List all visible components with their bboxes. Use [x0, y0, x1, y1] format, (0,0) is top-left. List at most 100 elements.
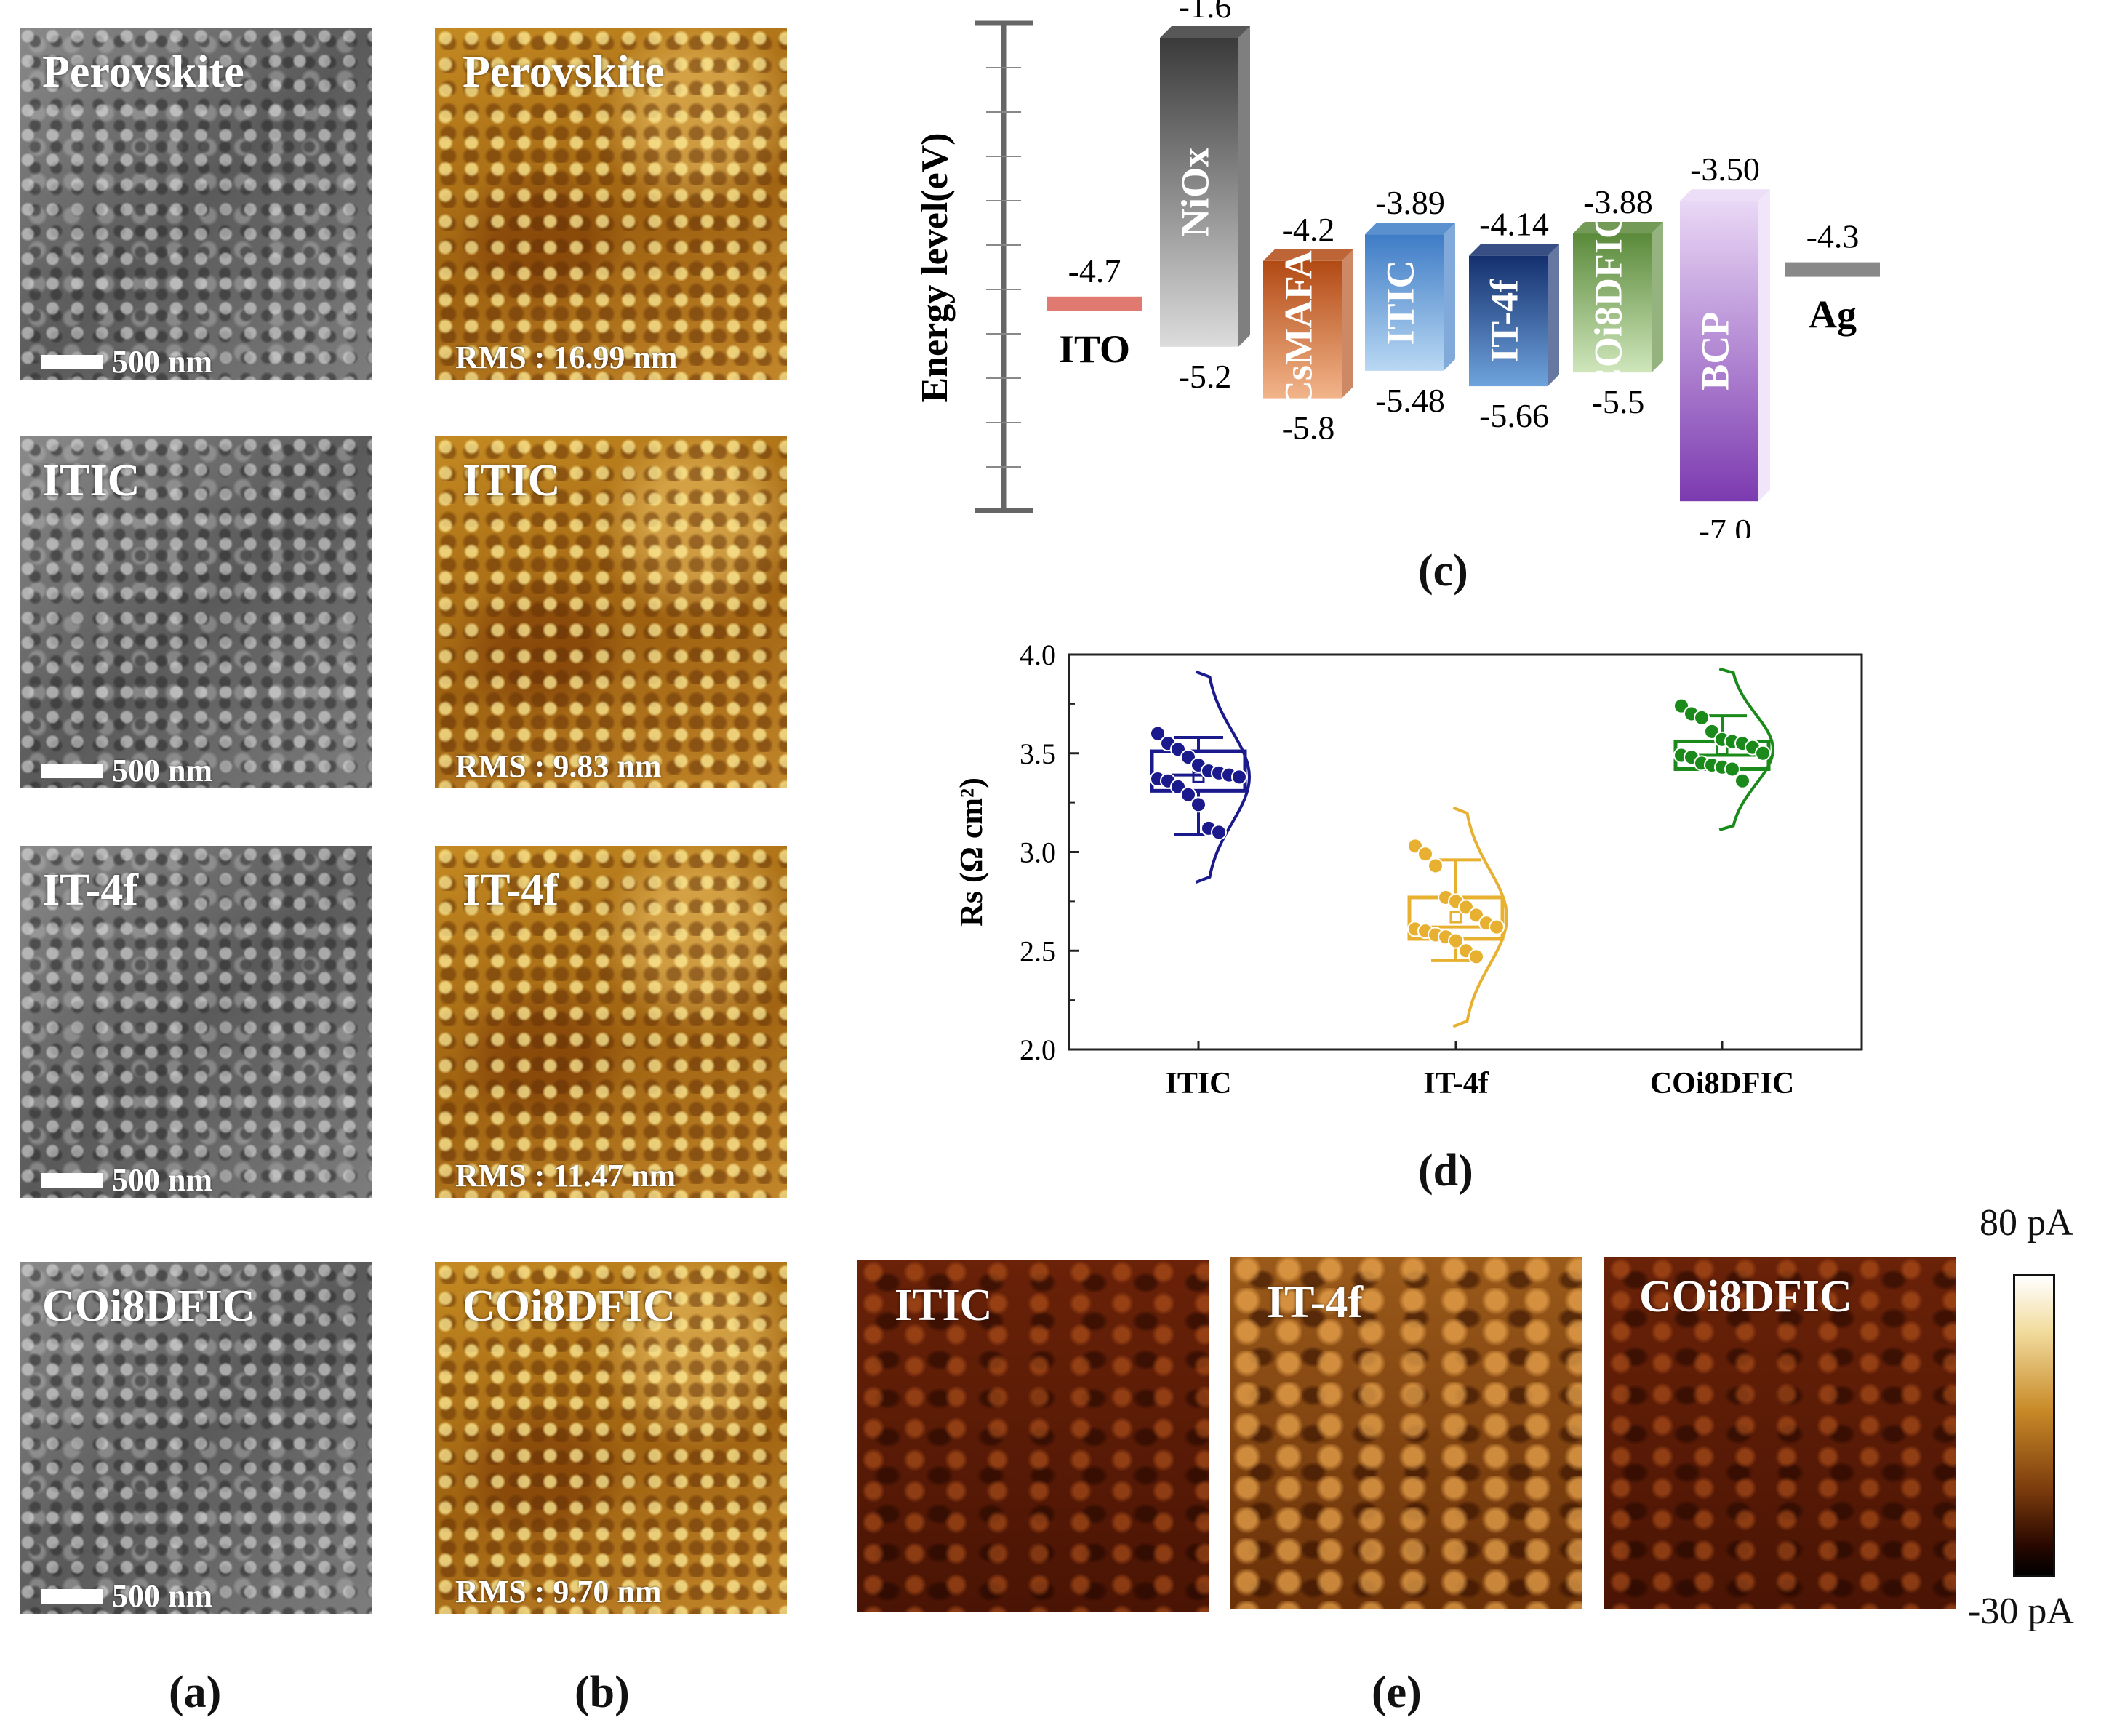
sem-label: COi8DFIC — [42, 1281, 255, 1331]
colorbar — [2013, 1274, 2055, 1577]
cafm-label: IT-4f — [1267, 1278, 1364, 1327]
layer-bar-top — [1680, 189, 1770, 201]
cafm-label: COi8DFIC — [1639, 1272, 1852, 1321]
layer-bar-side — [1758, 189, 1770, 502]
data-point — [1489, 919, 1505, 935]
energy-level-chart: Energy level(eV) -4.7 ITO -4.3 Ag NiOx -1.6 -5… — [914, 0, 1880, 538]
layer-bottom-level-label: -7.0 — [1699, 512, 1752, 538]
layer-name-label: NiOx — [1173, 148, 1217, 237]
data-point — [1231, 769, 1247, 785]
x-tick-label: ITIC — [1165, 1067, 1231, 1100]
rs-boxplot-chart: 2.0 2.5 3.0 3.5 4.0 Rs (Ω cm²) ITIC IT-4f COi8DF… — [953, 639, 1863, 1100]
sem-image-it4f: IT-4f 500 nm — [20, 846, 372, 1198]
sem-image-perovskite: Perovskite 500 nm — [20, 28, 372, 380]
electrode-bar-ito — [1047, 296, 1142, 311]
layer-bar-top — [1160, 26, 1250, 38]
layer-bar-niox — [1160, 38, 1238, 347]
rms-value: RMS : 9.70 nm — [455, 1574, 662, 1609]
y-tick-label: 2.0 — [1020, 1033, 1056, 1066]
layer-bottom-level-label: -5.8 — [1282, 409, 1335, 447]
cafm-label: ITIC — [895, 1281, 993, 1330]
electrode-level-label: -4.7 — [1068, 252, 1121, 289]
afm-image-coi8dfic: COi8DFIC RMS : 9.70 nm — [435, 1262, 787, 1614]
layer-name-label: IT-4f — [1482, 279, 1526, 363]
layer-bar-coi8dfic — [1573, 233, 1652, 373]
data-point — [1468, 948, 1484, 965]
distribution-curve — [1718, 667, 1775, 831]
layer-bottom-level-label: -5.66 — [1479, 397, 1549, 434]
layer-bar-it-4f — [1469, 255, 1548, 387]
sem-label: ITIC — [42, 456, 140, 505]
colorbar-min-label: -30 pA — [1968, 1591, 2074, 1632]
sem-label: Perovskite — [42, 47, 244, 97]
panel-label-d: (d) — [1418, 1146, 1473, 1196]
layer-bar-bcp — [1680, 201, 1758, 502]
afm-image-perovskite: Perovskite RMS : 16.99 nm — [435, 28, 787, 380]
cafm-image-it4f: IT-4f — [1230, 1257, 1582, 1609]
afm-image-it4f: IT-4f RMS : 11.47 nm — [435, 846, 787, 1198]
electrode-name-label: ITO — [1059, 327, 1130, 371]
y-axis-label: Energy level(eV) — [914, 132, 956, 402]
layer-name-label: ITIC — [1378, 260, 1422, 345]
layer-top-level-label: -1.6 — [1179, 0, 1232, 25]
y-tick-label: 4.0 — [1020, 639, 1056, 671]
data-point — [1734, 772, 1750, 789]
panel-label-e: (e) — [1372, 1668, 1422, 1717]
layer-bar-side — [1444, 223, 1455, 371]
electrode-bar-ag — [1785, 262, 1880, 277]
data-point — [1724, 761, 1740, 777]
layer-name-label: COi8DFIC — [1586, 210, 1630, 396]
y-tick-label: 3.5 — [1020, 737, 1056, 770]
data-point — [1755, 745, 1771, 761]
layer-bar-side — [1342, 249, 1353, 399]
x-tick-label: IT-4f — [1423, 1067, 1489, 1100]
scale-bar: 500 nm — [41, 343, 212, 380]
rms-value: RMS : 9.83 nm — [455, 748, 662, 784]
layer-bar-top — [1469, 244, 1559, 256]
layer-bar-csmafa — [1263, 260, 1342, 399]
plot-frame — [1068, 653, 1863, 1051]
layer-top-level-label: -3.89 — [1375, 184, 1445, 221]
layer-bar-side — [1652, 222, 1663, 373]
data-point — [1448, 932, 1464, 949]
y-tick-label: 3.0 — [1020, 836, 1056, 869]
data-point — [1417, 846, 1433, 863]
scale-bar: 500 nm — [41, 752, 212, 788]
panel-label-b: (b) — [575, 1668, 630, 1717]
layer-bar-top — [1573, 222, 1663, 234]
cafm-image-itic: ITIC — [857, 1260, 1209, 1612]
electrode-name-label: Ag — [1809, 293, 1857, 337]
distribution-curve — [1195, 670, 1252, 884]
layer-bar-itic — [1365, 234, 1444, 371]
y-tick-label: 2.5 — [1020, 935, 1056, 967]
layer-top-level-label: -3.50 — [1690, 151, 1760, 188]
afm-image-itic: ITIC RMS : 9.83 nm — [435, 436, 787, 788]
y-axis-label: Rs (Ω cm²) — [953, 777, 989, 927]
layer-top-level-label: -4.14 — [1479, 206, 1549, 243]
sem-label: IT-4f — [42, 865, 139, 915]
box-itic — [1150, 749, 1247, 793]
box-mean-marker — [1449, 911, 1462, 924]
layer-bar-top — [1263, 249, 1353, 261]
scale-bar: 500 nm — [41, 1161, 212, 1198]
data-point — [1694, 709, 1710, 726]
layer-bottom-level-label: -5.5 — [1592, 383, 1645, 420]
scale-bar: 500 nm — [41, 1577, 212, 1614]
afm-label: COi8DFIC — [463, 1281, 676, 1331]
layer-name-label: BCP — [1693, 312, 1737, 391]
electrode-level-label: -4.3 — [1806, 218, 1860, 255]
data-point — [1180, 786, 1196, 803]
layer-top-level-label: -4.2 — [1282, 211, 1335, 248]
cafm-image-coi8dfic: COi8DFIC — [1604, 1257, 1956, 1609]
sem-image-itic: ITIC 500 nm — [20, 436, 372, 788]
rms-value: RMS : 11.47 nm — [455, 1158, 676, 1193]
afm-label: Perovskite — [463, 47, 665, 97]
layer-top-level-label: -3.88 — [1583, 183, 1653, 220]
layer-bar-top — [1365, 223, 1455, 235]
layer-name-label: CsMAFA — [1276, 250, 1320, 409]
data-point — [1150, 725, 1166, 742]
layer-bottom-level-label: -5.48 — [1375, 382, 1445, 419]
data-point — [1190, 796, 1206, 813]
afm-label: ITIC — [463, 456, 561, 505]
panel-label-a: (a) — [169, 1668, 222, 1717]
